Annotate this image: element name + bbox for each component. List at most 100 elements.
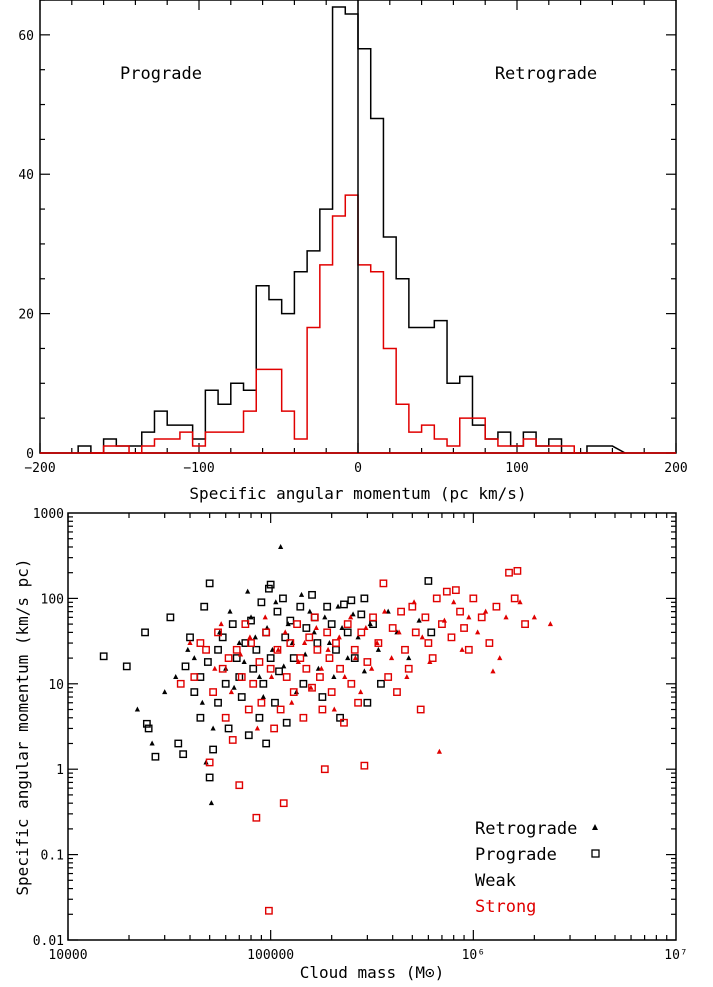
- data-point-retrograde: [517, 599, 523, 605]
- data-point-prograde: [235, 781, 244, 790]
- scatter-frame: [67, 512, 677, 941]
- data-point-prograde: [308, 683, 316, 692]
- data-point-prograde: [343, 628, 352, 637]
- data-point-prograde: [264, 584, 273, 593]
- data-point-retrograde: [350, 611, 356, 617]
- data-point-prograde: [357, 628, 366, 637]
- data-point-prograde: [521, 620, 529, 629]
- data-point-prograde: [200, 602, 209, 611]
- data-point-prograde: [299, 679, 308, 688]
- data-point-prograde: [332, 639, 340, 647]
- y-tick-label: 100: [41, 592, 64, 607]
- data-point-prograde: [255, 658, 264, 666]
- data-point-retrograde: [301, 640, 308, 646]
- data-point-retrograde: [483, 608, 489, 614]
- data-point-prograde: [327, 620, 336, 629]
- data-point-prograde: [360, 594, 369, 603]
- data-point-retrograde: [199, 699, 205, 705]
- data-point-retrograde: [466, 614, 472, 620]
- data-point-prograde: [257, 698, 266, 707]
- data-point-retrograde: [459, 646, 465, 652]
- histogram-strong-line: [90, 194, 575, 454]
- data-point-prograde: [241, 639, 250, 647]
- data-point-prograde: [141, 628, 149, 637]
- data-point-retrograde: [419, 634, 425, 640]
- annotation-retrograde: Retrograde: [495, 64, 597, 84]
- data-point-prograde: [271, 698, 279, 707]
- data-point-prograde: [262, 739, 271, 748]
- data-point-retrograde: [396, 629, 402, 635]
- data-point-retrograde: [185, 646, 191, 652]
- data-point-prograde: [205, 579, 214, 588]
- data-point-prograde: [237, 673, 246, 681]
- y-tick-label: 60: [18, 29, 34, 44]
- data-point-prograde: [350, 654, 359, 662]
- scatter-y-tick-labels: 0.01 0.1 1 10 100 1000: [33, 507, 64, 949]
- data-point-prograde: [221, 679, 230, 688]
- data-point-retrograde: [134, 706, 140, 712]
- data-point-retrograde: [273, 599, 279, 605]
- data-point-prograde: [451, 586, 460, 595]
- data-point-prograde: [401, 645, 409, 654]
- data-point-prograde: [369, 613, 377, 622]
- data-point-prograde: [142, 719, 151, 728]
- data-point-prograde: [209, 745, 218, 754]
- data-point-prograde: [469, 594, 478, 603]
- y-tick-label: 1: [56, 763, 64, 778]
- data-point-prograde: [347, 596, 356, 605]
- data-point-retrograde: [363, 625, 369, 631]
- data-point-retrograde: [227, 608, 233, 614]
- data-point-prograde: [456, 607, 464, 616]
- data-point-prograde: [442, 587, 451, 596]
- data-point-prograde: [266, 664, 275, 673]
- data-point-prograde: [477, 613, 486, 622]
- data-point-prograde: [190, 688, 199, 696]
- data-point-prograde: [218, 664, 227, 673]
- data-point-prograde: [270, 724, 279, 733]
- data-point-prograde: [432, 594, 441, 603]
- data-point-prograde: [293, 620, 301, 629]
- data-point-retrograde: [388, 655, 395, 661]
- data-point-retrograde: [326, 640, 333, 646]
- data-point-retrograde: [210, 725, 216, 731]
- scatter-ticks: [67, 513, 676, 941]
- data-point-retrograde: [278, 543, 284, 549]
- histogram-x-tick-labels: −200 −100 0 100 200: [24, 461, 687, 476]
- data-point-retrograde: [282, 629, 288, 635]
- data-point-prograde: [384, 673, 393, 681]
- histogram-panel: −200 −100 0 100 200 0 20 40 60 Prograde Retrogr…: [18, 0, 688, 503]
- data-point-retrograde: [331, 706, 337, 712]
- data-point-prograde: [252, 645, 261, 654]
- data-point-prograde: [214, 628, 222, 637]
- data-point-prograde: [224, 724, 233, 733]
- data-point-retrograde: [295, 658, 301, 664]
- data-point-retrograde: [275, 646, 281, 652]
- data-point-prograde: [340, 718, 348, 727]
- legend-weak-label: Weak: [475, 871, 516, 891]
- data-point-prograde: [464, 645, 473, 654]
- x-tick-label: 100000: [247, 948, 294, 963]
- scatter-y-axis-label: Specific angular momentum (km/s pc): [13, 558, 32, 895]
- data-point-retrograde: [313, 625, 319, 631]
- data-point-prograde: [196, 713, 205, 722]
- data-point-prograde: [249, 679, 258, 688]
- data-point-retrograde: [411, 599, 417, 605]
- data-point-prograde: [99, 652, 108, 661]
- data-point-retrograde: [187, 640, 193, 646]
- data-point-retrograde: [375, 646, 381, 652]
- scatter-x-tick-labels: 10000 100000 10⁶ 10⁷: [48, 948, 687, 963]
- data-point-retrograde: [289, 640, 295, 646]
- y-tick-label: 1000: [33, 507, 64, 522]
- data-point-retrograde: [374, 640, 380, 646]
- data-point-retrograde: [241, 658, 247, 664]
- data-point-retrograde: [335, 603, 341, 609]
- data-point-retrograde: [228, 689, 234, 695]
- data-point-retrograde: [191, 655, 197, 661]
- data-point-prograde: [427, 628, 436, 637]
- data-point-prograde: [190, 673, 199, 681]
- data-point-prograde: [279, 594, 287, 603]
- data-point-prograde: [350, 645, 359, 654]
- data-point-prograde: [228, 620, 237, 629]
- x-tick-label: −200: [24, 461, 55, 476]
- data-point-prograde: [438, 620, 446, 629]
